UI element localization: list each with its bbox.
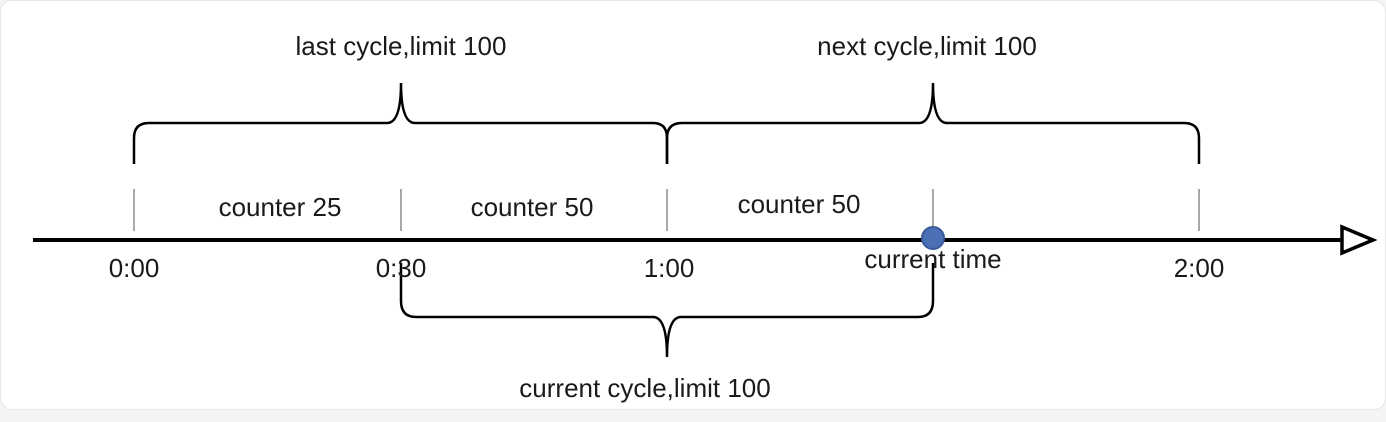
last-cycle-label: last cycle,limit 100 [295, 31, 507, 61]
tick-label-1-00: 1:00 [643, 253, 695, 283]
counter-label: counter 50 [470, 192, 594, 222]
current-time-label: current time [864, 244, 1002, 274]
counter-label: counter 50 [737, 189, 861, 219]
next-cycle-brace [665, 82, 1201, 164]
next-cycle-label: next cycle,limit 100 [817, 31, 1037, 61]
current-cycle-label: current cycle,limit 100 [519, 373, 771, 403]
diagram-card: last cycle,limit 100 next cycle,limit 10… [0, 0, 1386, 410]
counter-label: counter 25 [218, 192, 342, 222]
tick-label-2-00: 2:00 [1173, 253, 1225, 283]
arrow-head-icon [1340, 224, 1378, 256]
current-cycle-brace [399, 263, 935, 358]
tick-label-0-30: 0:30 [375, 253, 427, 283]
last-cycle-brace [132, 82, 669, 164]
current-time-marker [921, 226, 945, 250]
tick-label-0-00: 0:00 [108, 253, 160, 283]
timeline-diagram [33, 82, 1378, 358]
